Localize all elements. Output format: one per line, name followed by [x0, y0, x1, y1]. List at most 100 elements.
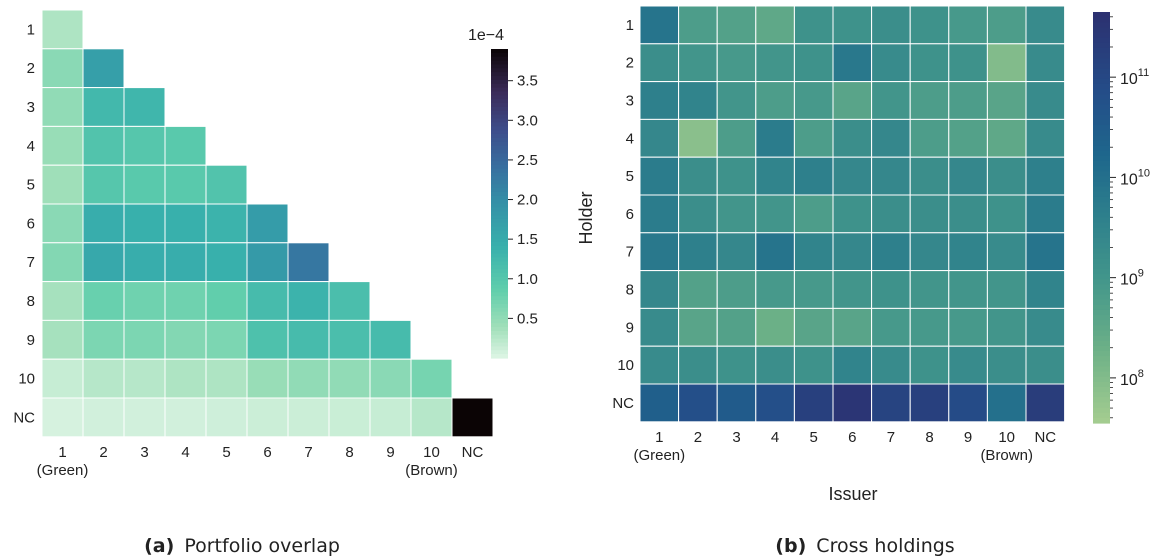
panel-a-cell-9-4 — [164, 319, 207, 360]
panel-b-x-tick-10: 10 — [998, 429, 1015, 446]
panel-b-cell-7-NC — [1025, 232, 1066, 272]
panel-a-x-tick-5: 5 — [222, 444, 230, 461]
panel-b-y-tick-7: 7 — [626, 244, 634, 261]
panel-a-colorbar-band — [491, 222, 508, 228]
panel-b-cell-10-8 — [909, 345, 950, 385]
panel-a-colorbar-band — [491, 276, 508, 282]
panel-a-cell-5-5 — [205, 164, 248, 205]
panel-b-cell-NC-6 — [832, 383, 873, 423]
panel-b-colorbar-band — [1093, 330, 1110, 337]
panel-b-cell-9-1 — [639, 307, 680, 347]
panel-a-cell-4-4 — [164, 125, 207, 166]
panel-b-y-tick-5: 5 — [626, 168, 634, 185]
panel-b-colorbar-band — [1093, 63, 1110, 70]
panel-a-colorbar-band — [491, 242, 508, 247]
panel-b-cell-3-4 — [755, 81, 795, 120]
panel-a-cell-NC-3 — [123, 397, 166, 438]
panel-a-colorbar-band — [491, 226, 508, 232]
panel-b-cell-5-10 — [986, 156, 1027, 196]
panel-a-x-extra-label: (Green) — [37, 462, 89, 479]
panel-b-cell-8-3 — [716, 270, 757, 309]
panel-a-colorbar-band — [491, 95, 508, 100]
panel-b-colorbar-band — [1093, 407, 1110, 414]
panel-b-colorbar-band — [1093, 83, 1110, 90]
panel-a-colorbar-band — [491, 230, 508, 235]
panel-b-cell-6-9 — [948, 194, 988, 234]
panel-a-colorbar-band — [491, 238, 508, 243]
panel-b-colorbar-band — [1093, 345, 1110, 352]
panel-b-cell-3-9 — [948, 81, 988, 120]
panel-b-colorbar-band — [1093, 320, 1110, 326]
panel-b-cell-6-3 — [716, 194, 757, 234]
panel-b-cell-10-NC — [1025, 345, 1066, 385]
panel-b-colorbar-band — [1093, 140, 1110, 147]
panel-b-cell-9-6 — [832, 307, 873, 347]
panel-a-colorbar-band — [491, 79, 508, 85]
panel-a-cell-8-4 — [164, 281, 207, 321]
panel-b-cell-NC-8 — [909, 383, 950, 423]
panel-a-cell-7-4 — [164, 242, 207, 283]
panel-a-x-tick-6: 6 — [263, 444, 271, 461]
panel-a-colorbar-band — [491, 319, 508, 324]
panel-b-colorbar-band — [1093, 340, 1110, 347]
panel-b-cell-8-6 — [832, 270, 873, 309]
panel-b-cell-9-10 — [986, 307, 1027, 347]
panel-b-y-tick-1: 1 — [626, 17, 634, 34]
panel-b-colorbar-band — [1093, 351, 1110, 357]
panel-a-colorbar-band — [491, 280, 508, 286]
panel-a-cell-10-1 — [41, 358, 84, 399]
panel-b-cell-7-4 — [755, 232, 795, 272]
panel-a-cell-6-1 — [41, 203, 84, 244]
panel-b-colorbar-band — [1093, 58, 1110, 64]
panel-a-cell-8-2 — [82, 281, 125, 321]
panel-b-cell-9-5 — [793, 307, 834, 347]
panel-a-x-tick-8: 8 — [345, 444, 353, 461]
panel-a-cell-4-2 — [82, 125, 125, 166]
panel-a-colorbar-band — [491, 269, 508, 274]
panel-b-cell-1-1 — [639, 5, 680, 45]
panel-b-cell-3-1 — [639, 81, 680, 120]
panel-a-colorbar-band — [491, 145, 508, 151]
panel-b-cell-4-8 — [909, 118, 950, 158]
panel-a-colorbar-band — [491, 327, 508, 332]
panel-a-colorbar-band — [491, 323, 508, 328]
panel-a-cell-9-9 — [369, 319, 412, 360]
panel-b-heatmap-cells — [639, 5, 1066, 423]
panel-b-cell-8-5 — [793, 270, 834, 309]
panel-b-cell-7-1 — [639, 232, 680, 272]
panel-b-cell-7-5 — [793, 232, 834, 272]
panel-b-y-tick-NC: NC — [612, 395, 634, 412]
panel-a-cell-NC-4 — [164, 397, 207, 438]
panel-b-colorbar-band — [1093, 196, 1110, 203]
panel-a-cell-7-3 — [123, 242, 166, 283]
panel-a-cell-5-1 — [41, 164, 84, 205]
panel-b-cell-10-6 — [832, 345, 873, 385]
panel-a-colorbar-band — [491, 176, 508, 181]
panel-b-cell-NC-5 — [793, 383, 834, 423]
panel-b-colorbar-band — [1093, 238, 1110, 244]
panel-b-y-tick-2: 2 — [626, 55, 634, 72]
panel-a-caption: (a) Portfolio overlap — [144, 535, 340, 557]
panel-b-cell-6-4 — [755, 194, 795, 234]
panel-a-colorbar-band — [491, 257, 508, 263]
panel-b-cell-3-7 — [871, 81, 911, 120]
panel-b-cell-4-6 — [832, 118, 873, 158]
panel-b-colorbar-band — [1093, 130, 1110, 136]
panel-b-cell-2-2 — [678, 43, 718, 83]
panel-a-cell-2-2 — [82, 48, 125, 89]
panel-b-colorbar-band — [1093, 284, 1110, 291]
panel-b-colorbar-band — [1093, 253, 1110, 260]
panel-a-cell-9-6 — [246, 319, 289, 360]
panel-a-y-tick-1: 1 — [27, 21, 35, 38]
panel-b-cell-9-4 — [755, 307, 795, 347]
panel-b-cross-holdings: 1 2 3 4 5 6 7 8 9 10 NC 1 2 3 4 5 6 7 8 9 10 NC (Green) (Brown… — [576, 5, 1150, 557]
panel-b-colorbar-tick-label: 1010 — [1120, 167, 1150, 188]
panel-b-cell-8-NC — [1025, 270, 1066, 309]
panel-b-cell-6-5 — [793, 194, 834, 234]
panel-a-x-tick-2: 2 — [99, 444, 107, 461]
panel-b-colorbar-band — [1093, 47, 1110, 54]
panel-b-colorbar-band — [1093, 289, 1110, 296]
panel-b-cell-5-7 — [871, 156, 911, 196]
panel-b-caption-label: (b) — [775, 535, 806, 557]
panel-b-cell-9-3 — [716, 307, 757, 347]
